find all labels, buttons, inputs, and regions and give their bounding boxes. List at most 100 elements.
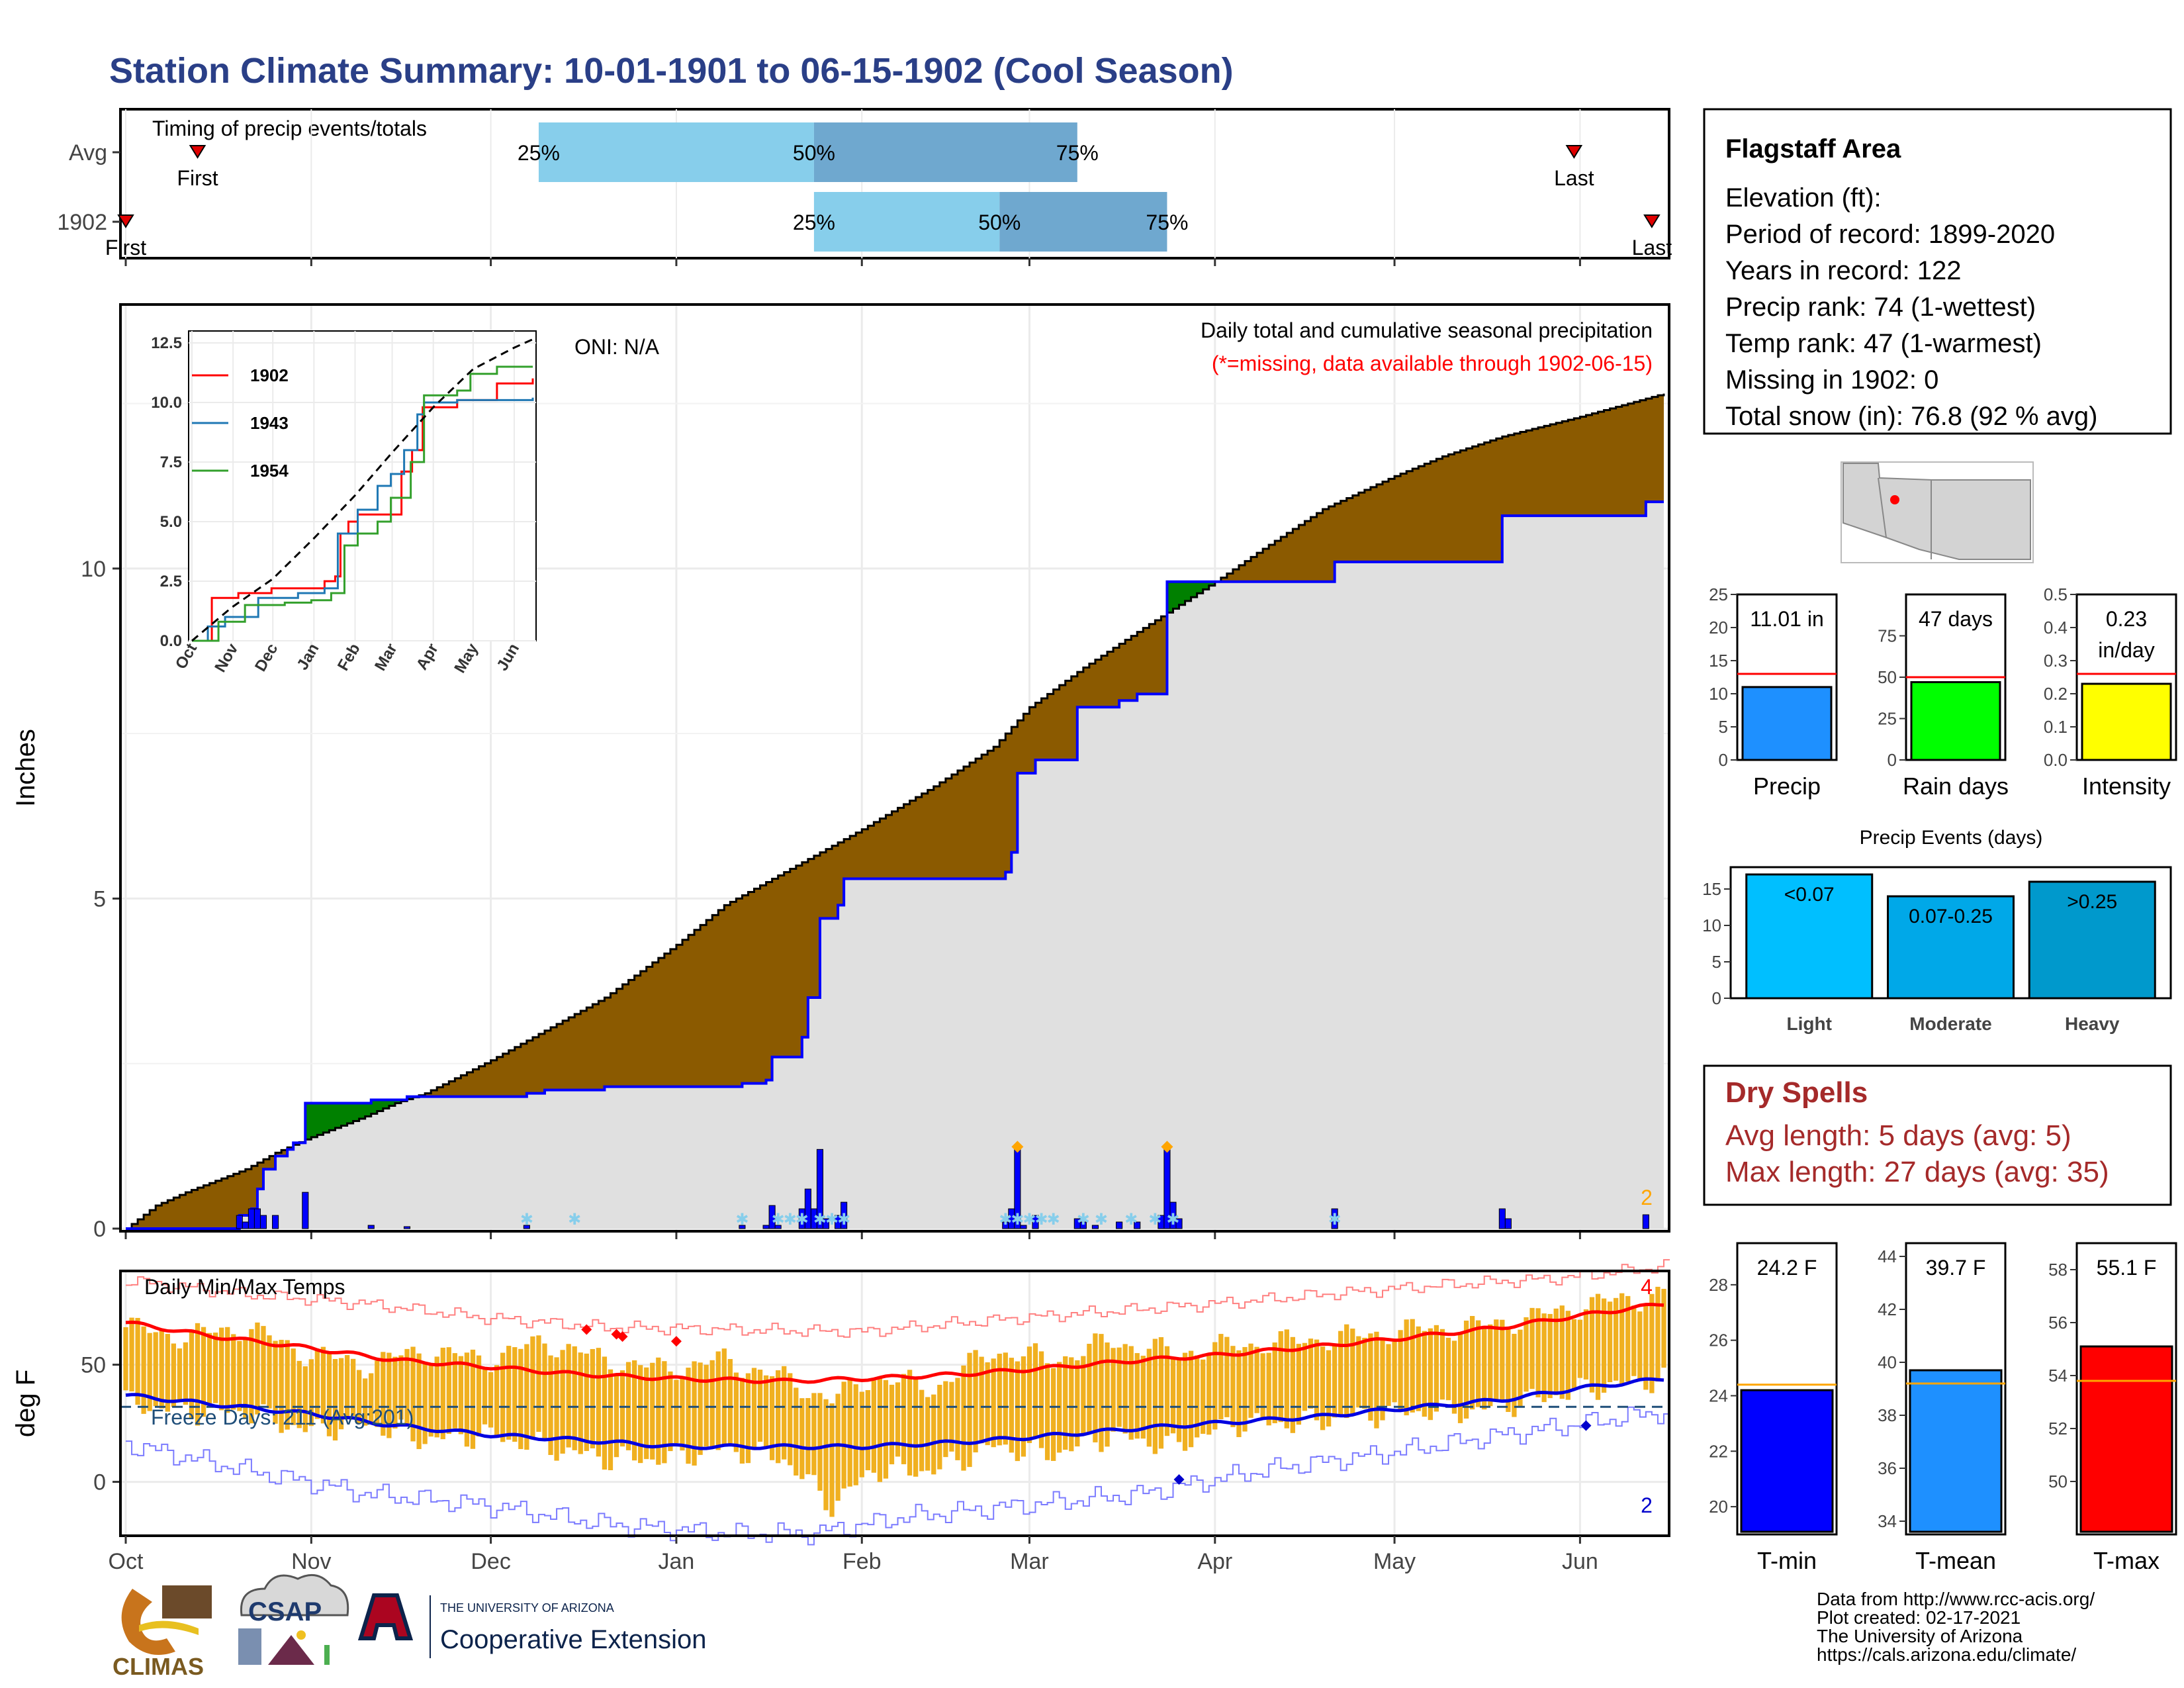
daily-precip-bar (1175, 1218, 1183, 1229)
daily-temp-bar (608, 1369, 614, 1470)
daily-temp-bar (1201, 1359, 1206, 1434)
record-precip-marker (1161, 1141, 1173, 1153)
daily-temp-bar (482, 1368, 488, 1425)
record-max-marker (617, 1331, 628, 1342)
daily-temp-bar (1565, 1311, 1570, 1400)
daily-temp-bar (1038, 1351, 1044, 1448)
daily-temp-bar (1302, 1342, 1308, 1411)
daily-temp-bar (273, 1340, 278, 1424)
daily-precip-bar (1032, 1215, 1039, 1229)
daily-temp-bar (1087, 1344, 1092, 1432)
daily-temp-bar (308, 1359, 314, 1427)
daily-temp-bar (1116, 1347, 1122, 1427)
daily-temp-bar (1069, 1357, 1074, 1452)
daily-precip-bar (1331, 1208, 1338, 1229)
daily-temp-bar (853, 1384, 858, 1485)
events-bar-label: 0.07-0.25 (1909, 906, 1993, 927)
temp-y-axis-label: deg F (11, 1370, 40, 1437)
daily-temp-bar (1445, 1337, 1451, 1401)
daily-temp-bar (1529, 1307, 1535, 1389)
daily-precip-marker: ✱ (1011, 1211, 1024, 1229)
daily-temp-bar (177, 1348, 183, 1400)
inset-avg-line (191, 338, 533, 642)
daily-precip-marker: ✱ (1328, 1211, 1342, 1229)
daily-temp-bar (715, 1351, 721, 1450)
daily-precip-bar (768, 1205, 776, 1229)
temp-chart-y-tick-label: 28 (1709, 1275, 1728, 1295)
daily-temp-bar (387, 1352, 392, 1438)
timing-first-marker (189, 145, 206, 159)
month-x-tick-label: Jan (659, 1549, 695, 1574)
record-min-marker (1173, 1474, 1185, 1485)
timing-q50-label: 50% (978, 211, 1021, 234)
daily-temp-bar (596, 1348, 602, 1457)
precip-y-tick-label: 5 (93, 886, 106, 912)
daily-temp-bar (566, 1344, 571, 1448)
daily-temp-bar (369, 1373, 374, 1425)
daily-temp-bar (1506, 1327, 1511, 1412)
daily-temp-bar (1254, 1346, 1259, 1413)
daily-temp-bar (243, 1337, 248, 1419)
daily-temp-bar (1099, 1334, 1104, 1452)
daily-temp-bar (338, 1358, 344, 1430)
temp-chart-title: Daily Min/Max Temps (144, 1275, 345, 1299)
daily-precip-marker: ✱ (813, 1211, 827, 1229)
daily-temp-bar (961, 1365, 966, 1471)
daily-precip-bar (1504, 1218, 1512, 1229)
daily-temp-bar (500, 1352, 506, 1442)
mini-chart-y-tick-label: 0.4 (2044, 618, 2068, 637)
daily-temp-bar (1266, 1352, 1271, 1426)
current-cumulative-line (126, 500, 1664, 1230)
temp-chart-bar (2079, 1345, 2173, 1533)
events-bar-label: <0.07 (1784, 884, 1835, 906)
daily-temp-bar (841, 1382, 846, 1489)
daily-precip-marker: ✱ (735, 1211, 749, 1229)
daily-temp-bar (153, 1332, 158, 1407)
daily-temp-bar (332, 1359, 338, 1441)
info-elevation: Elevation (ft): (1725, 183, 1882, 212)
events-y-tick-label: 5 (1712, 952, 1721, 972)
daily-temp-bar (1433, 1325, 1439, 1412)
daily-temp-bar (1284, 1329, 1289, 1429)
temp-chart-y-tick-label: 38 (1878, 1405, 1897, 1425)
daily-temp-bar (1075, 1360, 1080, 1447)
daily-precip-bar (302, 1192, 309, 1229)
daily-temp-bar (1182, 1352, 1188, 1451)
daily-precip-bar (739, 1225, 746, 1229)
month-x-tick-label: Jun (1562, 1549, 1598, 1574)
daily-temp-bar (470, 1349, 476, 1449)
daily-temp-bar (1404, 1319, 1409, 1416)
current-cumulative-area (126, 502, 1664, 1229)
inset-series-1902 (192, 378, 534, 642)
temp-chart-y-tick-label: 36 (1878, 1458, 1897, 1478)
temp-panel: 0 50 Daily Min/Max Temps Freeze Days: 211… (11, 1259, 1670, 1574)
inset-x-tick-label: Dec (251, 641, 281, 675)
daily-temp-bar (536, 1335, 541, 1432)
daily-temp-bar (1224, 1336, 1230, 1417)
csap-logo: CSAP (238, 1573, 349, 1665)
daily-temp-bar (1140, 1356, 1146, 1439)
freeze-days-label: Freeze Days: 211 (Avg:201) (151, 1405, 414, 1429)
daily-temp-bar (1494, 1319, 1499, 1399)
daily-temp-bar (1380, 1337, 1385, 1421)
inset-y-tick-label: 5.0 (160, 513, 182, 531)
daily-temp-bar (1661, 1289, 1666, 1368)
daily-precip-marker: ✱ (999, 1211, 1012, 1229)
timing-last-label: Last (1632, 236, 1672, 259)
daily-temp-bar (410, 1346, 416, 1442)
daily-temp-bar (291, 1348, 296, 1425)
daily-temp-bar (512, 1347, 518, 1442)
daily-temp-bar (1625, 1295, 1631, 1382)
daily-temp-bar (1105, 1342, 1110, 1447)
events-bar-label: >0.25 (2067, 891, 2117, 913)
mini-chart-y-tick-label: 0.1 (2044, 717, 2068, 737)
temp-chart-bar (1740, 1389, 1834, 1533)
daily-temp-bar (1463, 1320, 1469, 1419)
events-category-label: Light (1787, 1013, 1832, 1034)
daily-precip-bar (403, 1226, 411, 1229)
events-category-label: Moderate (1909, 1013, 1991, 1034)
daily-precip-bar (242, 1221, 249, 1229)
daily-temp-bar (590, 1348, 595, 1448)
record-precip-marker (1011, 1141, 1024, 1153)
